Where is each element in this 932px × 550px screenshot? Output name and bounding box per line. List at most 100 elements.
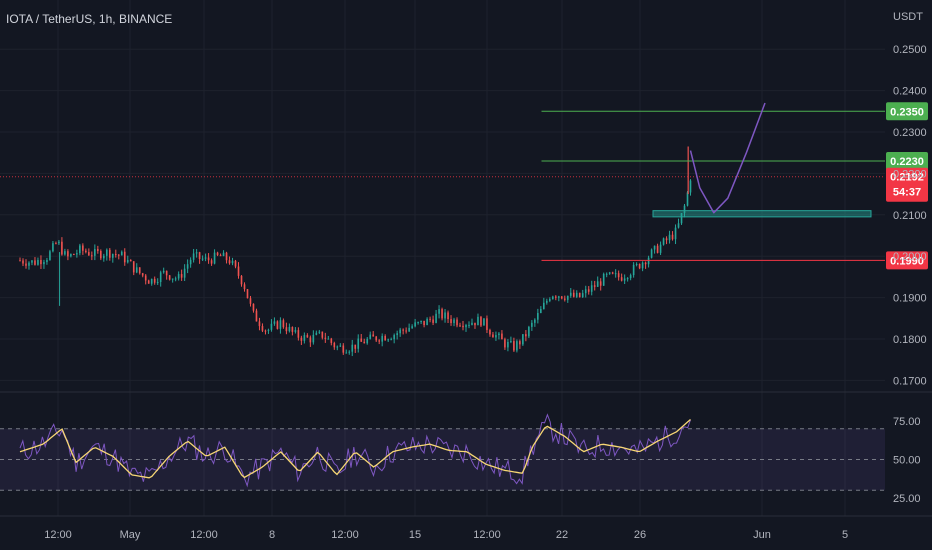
candle-body[interactable]	[632, 264, 635, 276]
candle-body[interactable]	[192, 253, 195, 260]
candle-body[interactable]	[204, 257, 207, 259]
candle-body[interactable]	[88, 252, 90, 256]
candle-body[interactable]	[575, 292, 578, 297]
candle-body[interactable]	[135, 267, 138, 273]
candle-body[interactable]	[399, 329, 401, 334]
candle-body[interactable]	[52, 243, 54, 252]
candle-body[interactable]	[435, 313, 437, 323]
candle-body[interactable]	[686, 192, 689, 206]
candle-body[interactable]	[426, 318, 428, 326]
candle-body[interactable]	[447, 312, 449, 320]
candle-body[interactable]	[372, 334, 375, 337]
candle-body[interactable]	[177, 274, 180, 279]
price-pane[interactable]	[19, 146, 692, 357]
candle-body[interactable]	[650, 249, 653, 258]
candle-body[interactable]	[55, 243, 57, 245]
candle-body[interactable]	[596, 281, 599, 287]
candle-body[interactable]	[138, 267, 141, 274]
projection-path[interactable]	[689, 102, 766, 214]
candle-body[interactable]	[297, 330, 300, 338]
candle-body[interactable]	[540, 309, 542, 314]
candle-body[interactable]	[671, 234, 674, 240]
candle-body[interactable]	[375, 336, 378, 341]
candle-body[interactable]	[590, 285, 593, 292]
candle-body[interactable]	[683, 205, 686, 214]
candle-body[interactable]	[168, 275, 171, 280]
candle-body[interactable]	[234, 260, 237, 267]
candle-body[interactable]	[519, 341, 521, 345]
candle-body[interactable]	[102, 255, 105, 259]
candle-body[interactable]	[174, 278, 177, 280]
candle-body[interactable]	[441, 309, 443, 319]
candle-body[interactable]	[153, 278, 156, 283]
candle-body[interactable]	[186, 264, 189, 269]
candle-body[interactable]	[237, 266, 240, 276]
candle-body[interactable]	[402, 329, 404, 331]
candle-body[interactable]	[629, 275, 632, 279]
candle-body[interactable]	[213, 252, 216, 264]
candle-body[interactable]	[674, 227, 677, 240]
candle-body[interactable]	[141, 273, 144, 276]
candle-body[interactable]	[58, 241, 60, 244]
candle-body[interactable]	[626, 278, 629, 280]
candle-body[interactable]	[19, 260, 21, 262]
candle-body[interactable]	[309, 337, 312, 343]
candle-body[interactable]	[581, 293, 584, 298]
candle-body[interactable]	[381, 336, 384, 342]
candle-body[interactable]	[593, 285, 596, 287]
candle-body[interactable]	[264, 330, 267, 332]
candle-body[interactable]	[620, 277, 623, 281]
candle-body[interactable]	[635, 264, 638, 266]
candle-body[interactable]	[608, 272, 611, 274]
candle-body[interactable]	[64, 251, 66, 255]
candle-body[interactable]	[114, 253, 117, 255]
candle-body[interactable]	[450, 319, 452, 324]
candle-body[interactable]	[49, 251, 51, 260]
candle-body[interactable]	[587, 289, 590, 292]
candle-body[interactable]	[333, 342, 336, 348]
rsi-line[interactable]	[19, 413, 691, 488]
candle-body[interactable]	[201, 258, 204, 260]
candle-body[interactable]	[288, 327, 291, 332]
candle-body[interactable]	[198, 252, 201, 260]
candle-body[interactable]	[563, 298, 566, 300]
candle-body[interactable]	[393, 335, 395, 340]
rsi-pane[interactable]	[0, 413, 885, 491]
candle-body[interactable]	[189, 259, 192, 265]
candle-body[interactable]	[91, 255, 93, 257]
candle-body[interactable]	[578, 292, 581, 298]
candle-body[interactable]	[569, 292, 572, 296]
candle-body[interactable]	[171, 278, 174, 280]
candle-body[interactable]	[159, 272, 162, 282]
candle-body[interactable]	[300, 337, 303, 341]
candle-body[interactable]	[522, 334, 524, 345]
candle-body[interactable]	[321, 331, 324, 338]
candle-body[interactable]	[360, 338, 363, 342]
candle-body[interactable]	[147, 280, 150, 284]
candle-body[interactable]	[31, 260, 33, 263]
candle-body[interactable]	[22, 260, 24, 264]
candle-body[interactable]	[423, 320, 425, 326]
candle-body[interactable]	[477, 316, 479, 326]
candle-body[interactable]	[231, 260, 234, 264]
candle-body[interactable]	[345, 352, 348, 354]
candle-body[interactable]	[554, 296, 557, 298]
candle-body[interactable]	[492, 334, 494, 338]
candle-body[interactable]	[252, 303, 255, 311]
candle-body[interactable]	[537, 313, 539, 320]
entry-zone[interactable]	[652, 210, 872, 218]
candle-body[interactable]	[150, 278, 153, 284]
candle-body[interactable]	[641, 262, 644, 269]
candle-body[interactable]	[354, 344, 357, 349]
candle-body[interactable]	[551, 296, 554, 300]
candle-body[interactable]	[351, 344, 354, 352]
candle-body[interactable]	[195, 252, 198, 254]
candle-body[interactable]	[378, 340, 381, 342]
candle-body[interactable]	[531, 322, 533, 327]
candle-body[interactable]	[222, 252, 225, 257]
candle-body[interactable]	[46, 259, 48, 263]
candle-body[interactable]	[144, 275, 147, 281]
candle-body[interactable]	[498, 333, 500, 336]
candle-body[interactable]	[560, 296, 563, 299]
candle-body[interactable]	[318, 331, 321, 333]
